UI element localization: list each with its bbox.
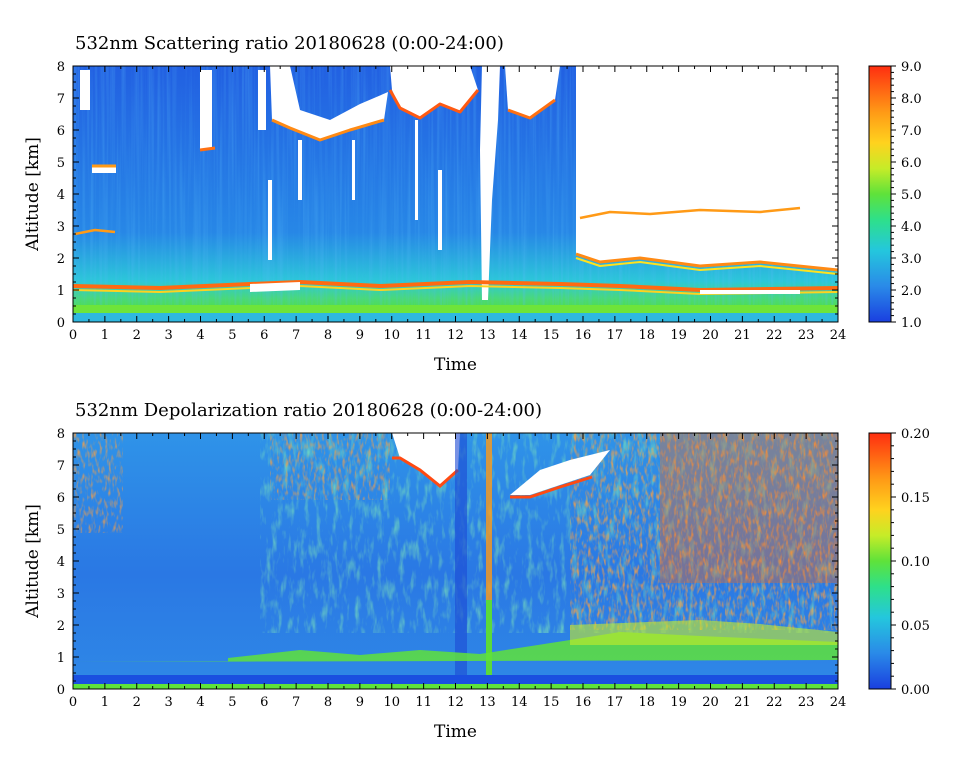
x-tick-label: 19 [670, 695, 687, 710]
x-tick-label: 22 [766, 695, 783, 710]
y-tick-label: 0 [57, 683, 65, 698]
x-tick-label: 11 [415, 695, 432, 710]
x-tick-label: 8 [324, 695, 332, 710]
x-tick-label: 9 [356, 328, 364, 343]
y-tick-label: 1 [57, 651, 65, 666]
y-tick-label: 2 [57, 252, 65, 267]
x-tick-label: 3 [164, 695, 172, 710]
x-tick-label: 2 [133, 695, 141, 710]
y-tick-label: 3 [57, 587, 65, 602]
x-tick-label: 13 [479, 328, 496, 343]
x-axis-label: Time [434, 355, 477, 375]
x-tick-label: 7 [292, 328, 300, 343]
colorbar-tick-label: 0.05 [901, 619, 930, 634]
x-tick-label: 21 [734, 328, 751, 343]
x-tick-label: 8 [324, 328, 332, 343]
colorbar-tick-label: 9.0 [901, 60, 922, 75]
x-tick-label: 7 [292, 695, 300, 710]
x-tick-label: 22 [766, 328, 783, 343]
chart-title: 532nm Scattering ratio 20180628 (0:00-24… [75, 33, 504, 54]
x-axis-label: Time [434, 722, 477, 742]
x-tick-label: 23 [798, 695, 815, 710]
colorbar-tick-label: 7.0 [901, 124, 922, 139]
cloud-gaps [80, 66, 838, 300]
y-tick-label: 7 [57, 459, 65, 474]
x-tick-label: 19 [670, 328, 687, 343]
x-tick-label: 13 [479, 695, 496, 710]
x-tick-label: 15 [543, 328, 560, 343]
colorbar-tick-label: 0.15 [901, 491, 930, 506]
axes: 0 1 2 3 4 5 6 7 8 9 10 11 12 13 14 15 16 17 18 19 20 21 22 23 24… [57, 427, 847, 710]
x-tick-label: 9 [356, 695, 364, 710]
x-tick-label: 10 [383, 328, 400, 343]
y-axis-label: Altitude [km] [23, 504, 43, 619]
heatmap-field [73, 66, 838, 322]
x-tick-label: 24 [830, 695, 847, 710]
x-tick-label: 1 [101, 695, 109, 710]
colorbar: 0.00 0.05 0.10 0.15 0.20 [868, 427, 930, 698]
x-tick-label: 5 [228, 695, 236, 710]
x-tick-label: 5 [228, 328, 236, 343]
x-tick-label: 11 [415, 328, 432, 343]
colorbar-tick-label: 0.20 [901, 427, 930, 442]
x-tick-label: 23 [798, 328, 815, 343]
x-tick-label: 14 [511, 328, 528, 343]
x-tick-label: 15 [543, 695, 560, 710]
colorbar-tick-label: 0.00 [901, 683, 930, 698]
x-tick-label: 10 [383, 695, 400, 710]
y-tick-label: 4 [57, 188, 65, 203]
x-tick-label: 6 [260, 328, 268, 343]
x-tick-label: 17 [607, 695, 624, 710]
colorbar-tick-label: 5.0 [901, 188, 922, 203]
x-tick-label: 0 [69, 328, 77, 343]
scattering-ratio-panel: 532nm Scattering ratio 20180628 (0:00-24… [23, 33, 922, 375]
colorbar-tick-label: 0.10 [901, 555, 930, 570]
colorbar-tick-label: 4.0 [901, 220, 922, 235]
chart-title: 532nm Depolarization ratio 20180628 (0:0… [75, 400, 542, 421]
axes: 0 1 2 3 4 5 6 7 8 9 10 11 12 13 14 15 16 17 18 19 20 21 22 23 24… [57, 60, 847, 343]
x-tick-label: 2 [133, 328, 141, 343]
cloud-contours [74, 89, 838, 275]
y-tick-label: 6 [57, 491, 65, 506]
x-tick-label: 1 [101, 328, 109, 343]
x-tick-label: 16 [575, 328, 592, 343]
heatmap-field [73, 433, 838, 689]
colorbar-tick-label: 6.0 [901, 156, 922, 171]
y-tick-label: 6 [57, 124, 65, 139]
x-tick-label: 20 [702, 695, 719, 710]
x-tick-label: 14 [511, 695, 528, 710]
y-tick-label: 8 [57, 427, 65, 442]
x-tick-label: 24 [830, 328, 847, 343]
y-axis-label: Altitude [km] [23, 137, 43, 252]
y-tick-label: 3 [57, 220, 65, 235]
x-tick-label: 4 [196, 328, 204, 343]
y-tick-label: 2 [57, 619, 65, 634]
y-tick-label: 5 [57, 156, 65, 171]
colorbar-tick-label: 8.0 [901, 92, 922, 107]
colorbar-tick-label: 3.0 [901, 252, 922, 267]
y-tick-label: 8 [57, 60, 65, 75]
colorbar: 1.0 2.0 3.0 4.0 5.0 6.0 7.0 8.0 9.0 [868, 60, 922, 331]
y-tick-label: 7 [57, 92, 65, 107]
x-tick-label: 21 [734, 695, 751, 710]
x-tick-label: 12 [447, 695, 464, 710]
x-tick-label: 12 [447, 328, 464, 343]
x-tick-label: 16 [575, 695, 592, 710]
x-tick-label: 18 [638, 695, 655, 710]
y-tick-label: 4 [57, 555, 65, 570]
y-tick-label: 5 [57, 523, 65, 538]
x-tick-label: 17 [607, 328, 624, 343]
y-tick-label: 0 [57, 316, 65, 331]
colorbar-tick-label: 2.0 [901, 284, 922, 299]
x-tick-label: 6 [260, 695, 268, 710]
colorbar-tick-label: 1.0 [901, 316, 922, 331]
x-tick-label: 3 [164, 328, 172, 343]
y-tick-label: 1 [57, 284, 65, 299]
x-tick-label: 0 [69, 695, 77, 710]
x-tick-label: 4 [196, 695, 204, 710]
depolarization-ratio-panel: 532nm Depolarization ratio 20180628 (0:0… [23, 400, 930, 742]
x-tick-label: 20 [702, 328, 719, 343]
x-tick-label: 18 [638, 328, 655, 343]
